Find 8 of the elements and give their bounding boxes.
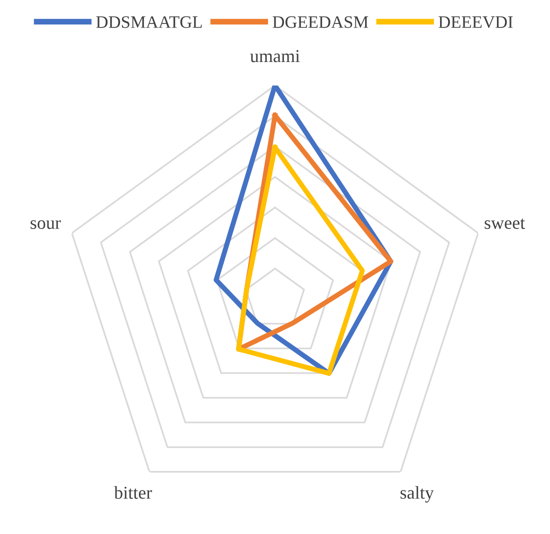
spoke-label: bitter [114, 486, 152, 499]
legend-label: DEEEVDI [438, 16, 513, 28]
spoke-label: salty [400, 486, 434, 503]
legend-label: DGEEDASM [272, 16, 368, 28]
spoke-label: sour [30, 220, 61, 229]
spoke-label: sweet [484, 218, 526, 229]
legend-label: DDSMAATGL [96, 16, 202, 28]
spoke-label: umami [250, 50, 300, 62]
